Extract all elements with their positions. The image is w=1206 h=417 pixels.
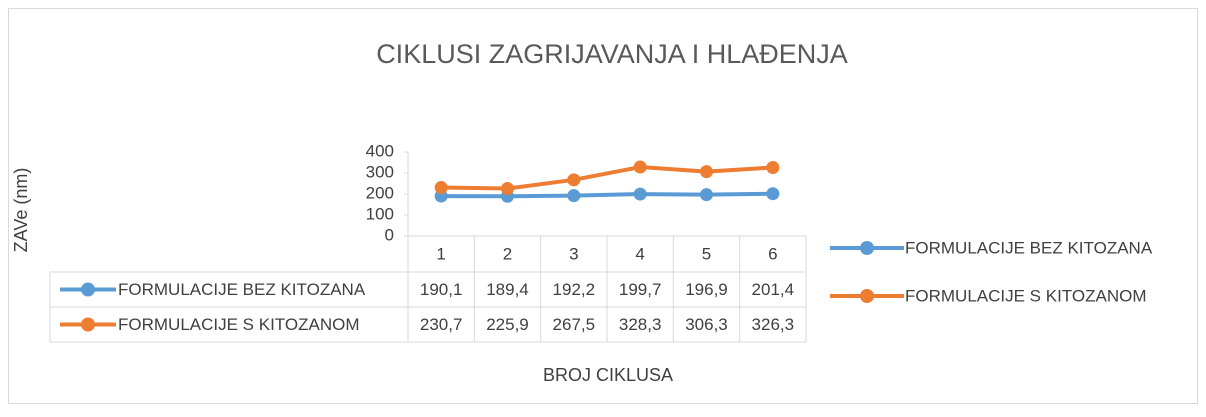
data-point xyxy=(700,165,713,179)
x-tick-label: 2 xyxy=(503,244,512,263)
table-series-name: FORMULACIJE BEZ KITOZANA xyxy=(118,280,366,299)
table-value: 328,3 xyxy=(619,315,662,334)
data-point xyxy=(567,189,581,203)
table-value: 326,3 xyxy=(752,315,795,334)
data-point xyxy=(501,182,514,196)
table-value: 192,2 xyxy=(553,280,596,299)
y-tick-label: 200 xyxy=(366,183,394,202)
legend-marker xyxy=(860,289,874,303)
y-tick-label: 400 xyxy=(366,141,394,160)
series-line xyxy=(441,191,773,199)
table-key-marker xyxy=(81,317,95,332)
x-tick-label: 1 xyxy=(436,244,445,263)
data-point xyxy=(567,173,581,187)
x-tick-label: 3 xyxy=(569,244,578,263)
y-tick-label: 300 xyxy=(366,162,394,181)
table-value: 225,9 xyxy=(486,315,529,334)
x-tick-label: 5 xyxy=(702,244,711,263)
y-tick-label: 100 xyxy=(366,204,394,223)
x-axis-label: BROJ CIKLUSA xyxy=(543,365,673,385)
table-value: 189,4 xyxy=(486,280,529,299)
x-tick-label: 6 xyxy=(768,244,777,263)
data-point xyxy=(434,181,448,195)
table-value: 230,7 xyxy=(420,315,463,334)
series-line xyxy=(441,165,773,191)
data-point xyxy=(633,187,647,201)
table-value: 199,7 xyxy=(619,280,662,299)
y-tick-label: 0 xyxy=(385,225,394,244)
table-value: 196,9 xyxy=(685,280,728,299)
table-key-marker xyxy=(81,282,95,297)
legend-label: FORMULACIJE S KITOZANOM xyxy=(905,286,1147,305)
legend-marker xyxy=(860,241,874,255)
data-point xyxy=(700,188,713,202)
table-value: 190,1 xyxy=(420,280,463,299)
data-point xyxy=(633,160,647,174)
chart-title: CIKLUSI ZAGRIJAVANJA I HLAĐENJA xyxy=(376,39,848,69)
y-axis-label: ZAVe (nm) xyxy=(11,168,31,253)
legend-label: FORMULACIJE BEZ KITOZANA xyxy=(905,238,1153,257)
table-series-name: FORMULACIJE S KITOZANOM xyxy=(118,315,360,334)
data-point xyxy=(766,160,780,174)
data-point xyxy=(766,187,780,201)
x-tick-label: 4 xyxy=(635,244,644,263)
table-value: 267,5 xyxy=(553,315,596,334)
table-value: 306,3 xyxy=(685,315,728,334)
chart-border xyxy=(8,8,1198,404)
table-value: 201,4 xyxy=(752,280,795,299)
